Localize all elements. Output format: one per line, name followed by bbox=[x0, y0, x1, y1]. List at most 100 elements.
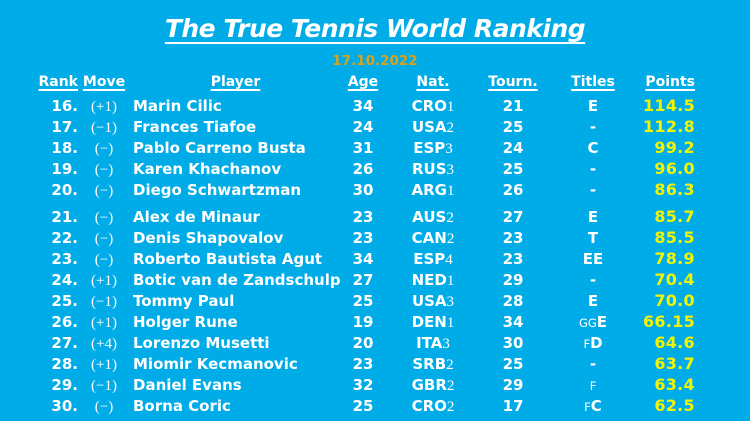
titles-cell: - bbox=[543, 159, 643, 180]
table-row: 17. (−1) Frances Tiafoe 24 USA2 25 - 112… bbox=[0, 117, 695, 138]
header-nat: Nat. bbox=[416, 74, 450, 90]
header-points: Points bbox=[645, 74, 695, 90]
nat-code: SRB bbox=[412, 355, 447, 373]
nat-index: 3 bbox=[446, 162, 455, 178]
nat-index: 2 bbox=[446, 210, 454, 226]
age-cell: 24 bbox=[352, 118, 374, 136]
nat-code: AUS bbox=[412, 208, 447, 226]
titles-cell: FC bbox=[543, 397, 643, 417]
nat-cell: CRO2 bbox=[383, 397, 483, 417]
age-cell: 23 bbox=[352, 355, 374, 373]
ranking-group-21-30: 21. (−) Alex de Minaur 23 AUS2 27 E 85.7… bbox=[0, 207, 695, 417]
table-row: 22. (−) Denis Shapovalov 23 CAN2 23 T 85… bbox=[0, 228, 695, 249]
points-cell: 99.2 bbox=[654, 138, 695, 157]
tourn-cell: 23 bbox=[502, 250, 524, 268]
nat-code: ARG bbox=[411, 181, 447, 199]
header-rank-cell: Rank bbox=[0, 72, 80, 92]
title-major: D bbox=[590, 334, 603, 352]
title-major: - bbox=[589, 355, 597, 373]
age-cell: 26 bbox=[352, 160, 374, 178]
move-cell: (+4) bbox=[91, 336, 117, 352]
table-row: 21. (−) Alex de Minaur 23 AUS2 27 E 85.7 bbox=[0, 207, 695, 228]
points-cell: 66.15 bbox=[643, 312, 696, 331]
titles-cell: E bbox=[543, 208, 643, 228]
player-cell: Denis Shapovalov bbox=[133, 229, 284, 247]
age-cell: 23 bbox=[352, 229, 374, 247]
tourn-cell: 23 bbox=[502, 229, 524, 247]
move-cell: (+1) bbox=[91, 273, 117, 289]
titles-cell: F bbox=[543, 376, 643, 396]
table-row: 29. (−1) Daniel Evans 32 GBR2 29 F 63.4 bbox=[0, 375, 695, 396]
nat-code: RUS bbox=[411, 160, 447, 178]
table-row: 26. (+1) Holger Rune 19 DEN1 34 GGE 66.1… bbox=[0, 312, 695, 333]
player-cell: Holger Rune bbox=[133, 313, 238, 331]
tourn-cell: 25 bbox=[502, 118, 524, 136]
title-major: E bbox=[587, 208, 599, 226]
title-major: E bbox=[596, 313, 608, 331]
move-cell: (−) bbox=[94, 231, 114, 247]
title-major: E bbox=[587, 97, 599, 115]
table-header-row: Rank Move Player Age Nat. Tourn. Titles … bbox=[0, 72, 695, 92]
player-cell: Karen Khachanov bbox=[133, 160, 282, 178]
points-cell: 85.7 bbox=[654, 207, 695, 226]
tourn-cell: 17 bbox=[502, 397, 524, 415]
rank-cell: 20. bbox=[51, 181, 78, 199]
nat-index: 1 bbox=[446, 315, 455, 331]
player-cell: Marin Cilic bbox=[133, 97, 222, 115]
rank-cell: 30. bbox=[51, 397, 78, 415]
move-cell: (−) bbox=[94, 141, 114, 157]
table-row: 30. (−) Borna Coric 25 CRO2 17 FC 62.5 bbox=[0, 396, 695, 417]
rank-cell: 18. bbox=[51, 139, 78, 157]
age-cell: 25 bbox=[352, 292, 374, 310]
header-age-cell: Age bbox=[343, 72, 383, 92]
table-row: 16. (+1) Marin Cilic 34 CRO1 21 E 114.5 bbox=[0, 96, 695, 117]
tourn-cell: 29 bbox=[502, 376, 524, 394]
nat-cell: USA2 bbox=[383, 117, 483, 138]
nat-code: USA bbox=[411, 118, 447, 136]
nat-code: DEN bbox=[411, 313, 447, 331]
tourn-cell: 25 bbox=[502, 160, 524, 178]
move-cell: (+1) bbox=[91, 315, 117, 331]
title-minor: GG bbox=[578, 316, 597, 330]
title-major: - bbox=[589, 118, 597, 136]
ranking-date: 17.10.2022 bbox=[332, 53, 418, 69]
age-cell: 34 bbox=[352, 97, 374, 115]
nat-code: CRO bbox=[411, 397, 447, 415]
title-major: - bbox=[589, 181, 597, 199]
rank-cell: 17. bbox=[51, 118, 78, 136]
ranking-title-text: The True Tennis World Ranking bbox=[164, 14, 586, 43]
nat-index: 1 bbox=[446, 183, 455, 199]
tourn-cell: 34 bbox=[502, 313, 524, 331]
title-major: E bbox=[587, 292, 599, 310]
titles-cell: EE bbox=[543, 250, 643, 270]
points-cell: 78.9 bbox=[654, 249, 695, 268]
tourn-cell: 25 bbox=[502, 355, 524, 373]
header-move-cell: Move bbox=[80, 72, 128, 92]
nat-index: 2 bbox=[446, 378, 455, 394]
player-cell: Pablo Carreno Busta bbox=[133, 139, 306, 157]
ranking-table: Rank Move Player Age Nat. Tourn. Titles … bbox=[0, 72, 695, 417]
rank-cell: 28. bbox=[51, 355, 78, 373]
age-cell: 31 bbox=[352, 139, 374, 157]
nat-code: USA bbox=[411, 292, 447, 310]
move-cell: (−) bbox=[94, 210, 114, 226]
points-cell: 62.5 bbox=[654, 396, 695, 415]
title-major: T bbox=[587, 229, 599, 247]
nat-index: 3 bbox=[442, 336, 450, 352]
move-cell: (+1) bbox=[91, 99, 117, 115]
points-cell: 63.4 bbox=[654, 375, 695, 394]
nat-cell: SRB2 bbox=[383, 355, 483, 375]
age-cell: 32 bbox=[352, 376, 374, 394]
header-nat-cell: Nat. bbox=[383, 72, 483, 92]
rank-cell: 29. bbox=[51, 376, 78, 394]
nat-cell: ITA3 bbox=[383, 334, 483, 354]
age-cell: 34 bbox=[352, 250, 374, 268]
ranking-title: The True Tennis World Ranking bbox=[0, 14, 750, 43]
move-cell: (−) bbox=[94, 252, 114, 268]
points-cell: 64.6 bbox=[654, 333, 695, 352]
nat-index: 3 bbox=[445, 141, 453, 157]
nat-index: 2 bbox=[446, 120, 455, 136]
nat-cell: USA3 bbox=[383, 292, 483, 312]
player-cell: Alex de Minaur bbox=[133, 208, 260, 226]
